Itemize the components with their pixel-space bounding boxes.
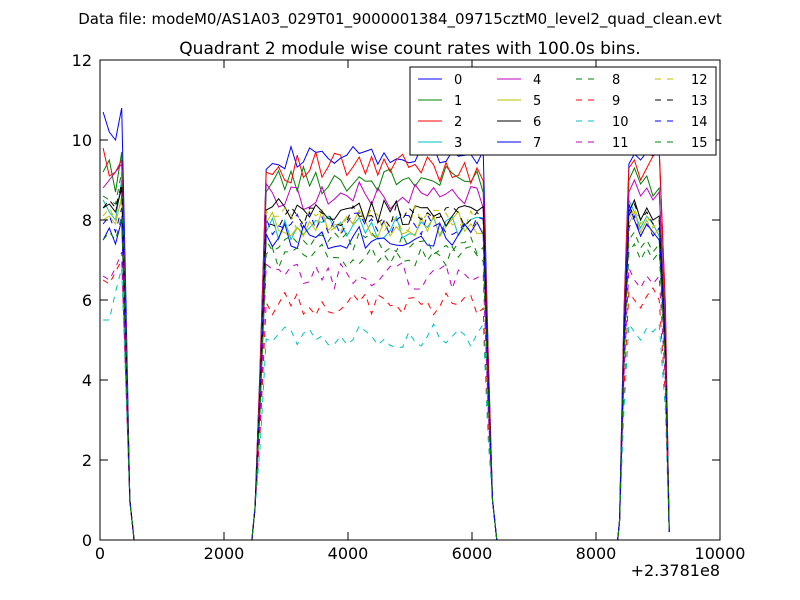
y-tick-label: 0 — [82, 531, 92, 550]
legend-label-10: 10 — [612, 115, 629, 130]
figure-suptitle: Data file: modeM0/AS1A03_029T01_90000013… — [78, 10, 722, 29]
x-tick-label: 10000 — [695, 544, 746, 563]
y-tick-label: 6 — [82, 291, 92, 310]
y-tick-label: 4 — [82, 371, 92, 390]
legend-label-7: 7 — [533, 136, 541, 151]
x-tick-label: 6000 — [452, 544, 493, 563]
legend-label-13: 13 — [691, 94, 708, 109]
x-tick-label: 4000 — [328, 544, 369, 563]
legend-label-6: 6 — [533, 115, 541, 130]
y-tick-label: 12 — [72, 51, 92, 70]
legend-label-0: 0 — [454, 73, 462, 88]
x-axis: 0 2000 4000 6000 8000 10000 — [95, 60, 746, 563]
x-axis-offset-label: +2.3781e8 — [631, 561, 720, 580]
legend-label-4: 4 — [533, 73, 541, 88]
series-line-10 — [103, 267, 670, 541]
legend-label-1: 1 — [454, 94, 462, 109]
chart-title: Quadrant 2 module wise count rates with … — [179, 39, 640, 59]
legend-label-14: 14 — [691, 115, 708, 130]
legend-label-15: 15 — [691, 136, 708, 151]
legend-label-2: 2 — [454, 115, 462, 130]
legend-label-12: 12 — [691, 73, 708, 88]
x-tick-label: 2000 — [204, 544, 245, 563]
legend-label-3: 3 — [454, 136, 462, 151]
y-tick-label: 10 — [72, 131, 92, 150]
y-tick-label: 8 — [82, 211, 92, 230]
y-tick-label: 2 — [82, 451, 92, 470]
legend-label-11: 11 — [612, 136, 629, 151]
x-tick-label: 8000 — [576, 544, 617, 563]
x-tick-label: 0 — [95, 544, 105, 563]
legend-label-5: 5 — [533, 94, 541, 109]
legend-box — [409, 66, 717, 156]
legend-label-8: 8 — [612, 73, 620, 88]
legend-label-9: 9 — [612, 94, 620, 109]
